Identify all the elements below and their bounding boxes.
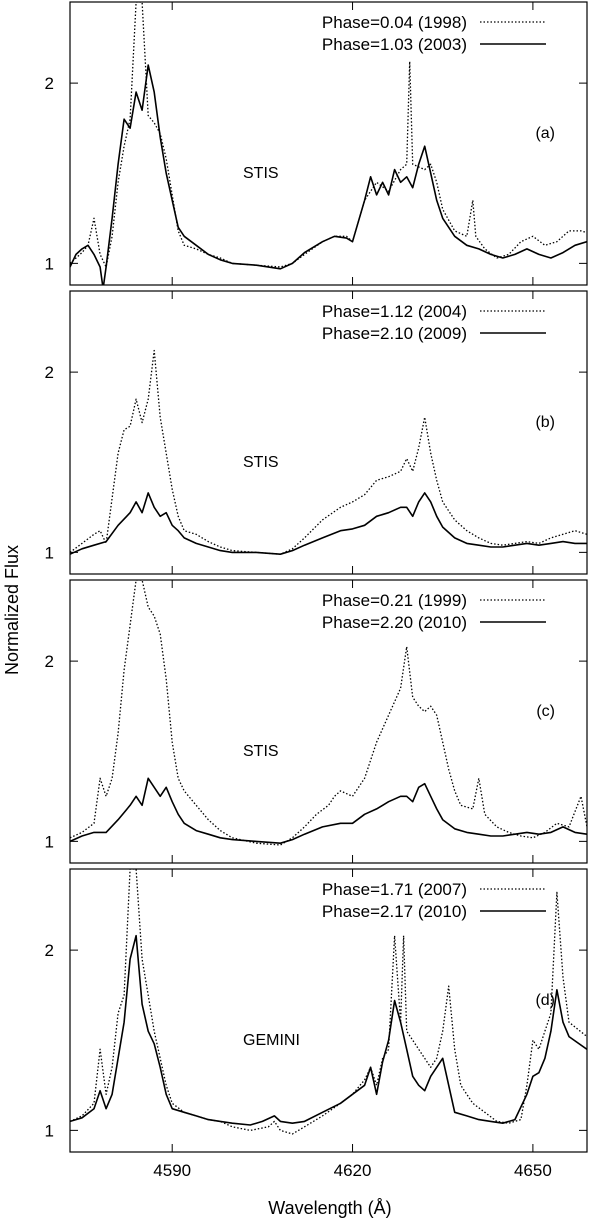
x-tick-label: 4620 [334, 1161, 372, 1180]
y-tick-label: 1 [45, 543, 54, 562]
legend-label: Phase=2.20 (2010) [322, 613, 467, 632]
legend-label: Phase=1.03 (2003) [322, 35, 467, 54]
instrument-label: STIS [243, 454, 279, 471]
series-line-solid [70, 934, 587, 1126]
series-line-dotted [70, 349, 587, 555]
x-axis-title: Wavelength (Å) [268, 1198, 391, 1218]
legend-label: Phase=2.17 (2010) [322, 902, 467, 921]
panel-b: 1 2 Phase=1.12 (2004) Phase=2.10 (2009) (b) S… [45, 290, 588, 575]
legend-label: Phase=2.10 (2009) [322, 324, 467, 343]
series-line-solid [70, 777, 587, 844]
y-tick-label: 1 [45, 1121, 54, 1140]
y-tick-label: 2 [45, 941, 54, 960]
chart-panels: 1 2 Phase=0.04 (1998) Phase=1.03 (2003) (a) S… [45, 1, 588, 1180]
y-axis-title: Normalized Flux [2, 545, 22, 675]
y-tick-label: 2 [45, 363, 54, 382]
y-tick-label: 2 [45, 74, 54, 93]
series-line-dotted [70, 869, 587, 1135]
y-tick-label: 2 [45, 652, 54, 671]
panel-frame [69, 1, 588, 286]
panel-tag: (a) [535, 125, 555, 142]
panel-d: 1 2 4590 4620 4650 Phase=1.71 (2007) Phase=2.1… [45, 868, 588, 1180]
y-tick-label: 1 [45, 832, 54, 851]
panel-a: 1 2 Phase=0.04 (1998) Phase=1.03 (2003) (a) S… [45, 1, 588, 286]
legend-label: Phase=1.12 (2004) [322, 302, 467, 321]
panel-frame [69, 290, 588, 575]
panel-tag: (c) [536, 703, 555, 720]
instrument-label: GEMINI [243, 1032, 300, 1049]
series-line-dotted [70, 2, 587, 268]
panel-c: 1 2 Phase=0.21 (1999) Phase=2.20 (2010) (c) S… [45, 579, 588, 864]
y-tick-label: 1 [45, 254, 54, 273]
legend-label: Phase=1.71 (2007) [322, 880, 467, 899]
x-tick-label: 4650 [514, 1161, 552, 1180]
panel-tag: (b) [535, 414, 555, 431]
series-line-solid [70, 64, 587, 285]
instrument-label: STIS [243, 743, 279, 760]
instrument-label: STIS [243, 165, 279, 182]
legend-label: Phase=0.21 (1999) [322, 591, 467, 610]
legend-label: Phase=0.04 (1998) [322, 13, 467, 32]
x-tick-label: 4590 [153, 1161, 191, 1180]
panel-frame [69, 868, 588, 1153]
panel-frame [69, 579, 588, 864]
panel-tag: (d) [535, 992, 555, 1009]
series-line-solid [70, 492, 587, 555]
series-line-dotted [70, 580, 587, 846]
